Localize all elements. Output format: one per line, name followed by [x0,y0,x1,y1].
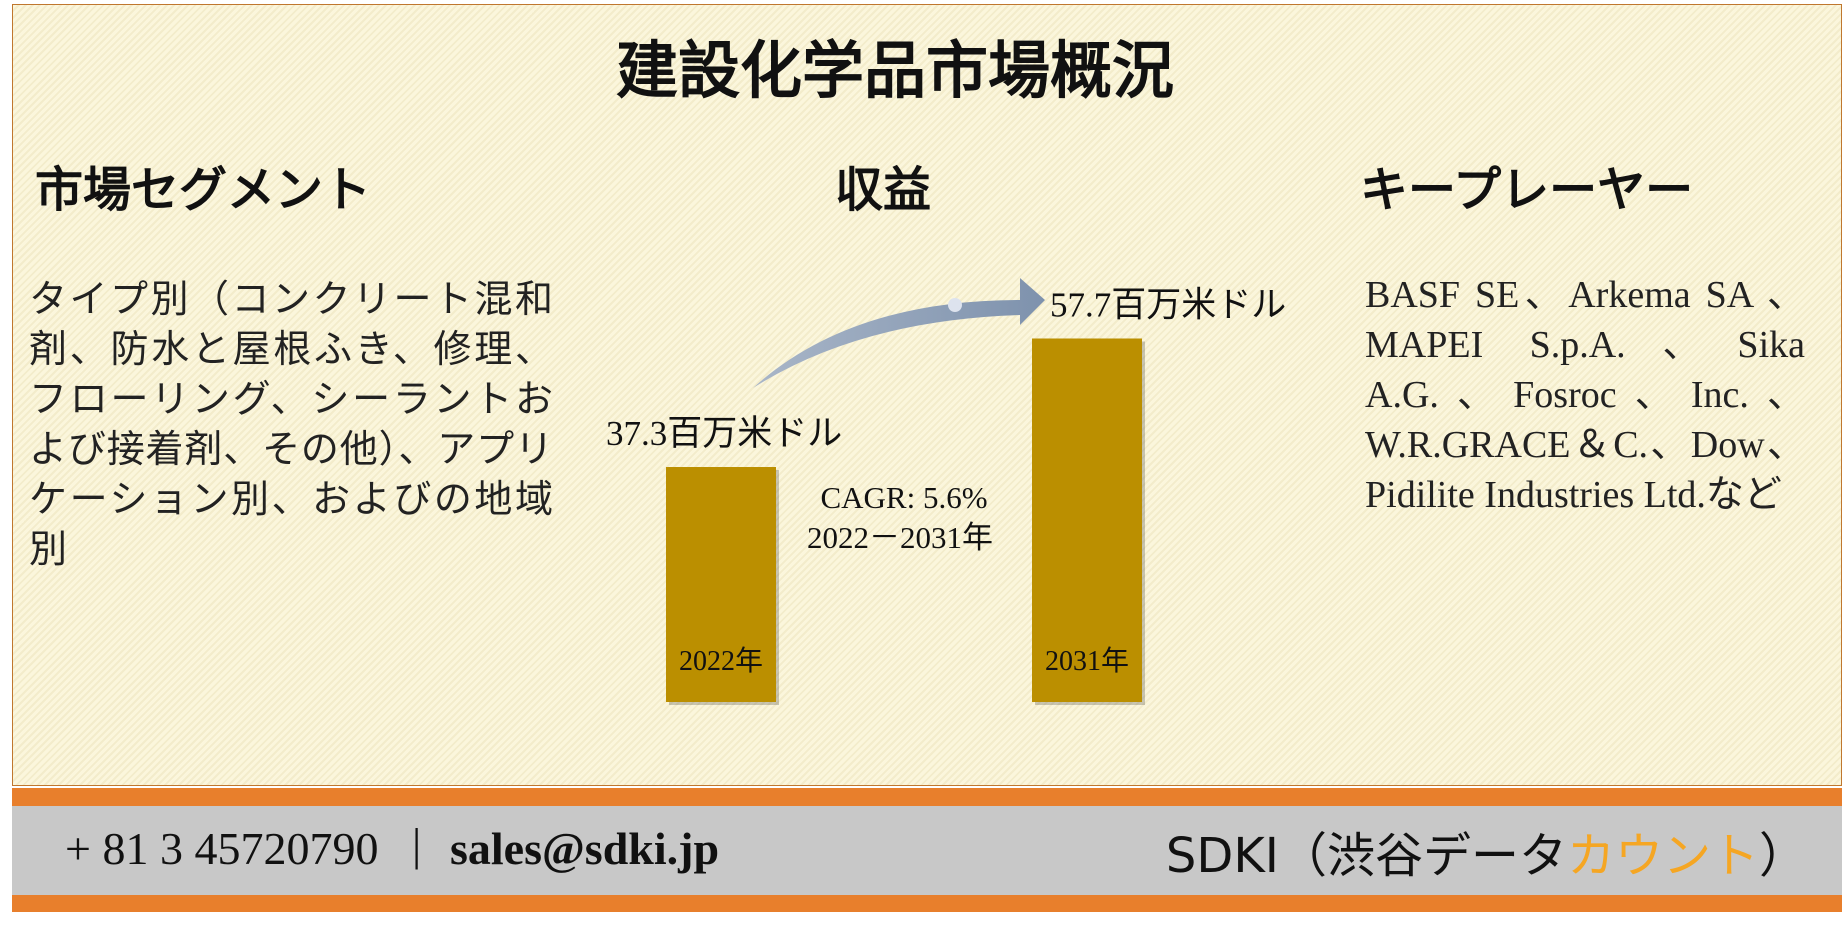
company-name: SDKI（渋谷データ [1165,828,1567,884]
company-end: ） [1758,828,1807,884]
players-text: BASF SE、Arkema SA 、MAPEI S.p.A.、Sika A.G… [1365,274,1805,516]
value-label: 57.7百万米ドル [1050,285,1286,324]
bar-category: 2031年 [1045,645,1129,677]
bar [1032,338,1142,702]
company: SDKI（渋谷データカウント） [1166,816,1807,886]
bar [666,467,776,702]
footer-bar [12,806,1842,895]
phone: + 81 3 45720790 [65,823,379,874]
growth-arrow [753,278,1045,388]
email: sales@sdki.jp [450,823,720,874]
players-heading: キープレーヤー [1360,164,1694,217]
revenue-heading: 収益 [834,164,931,217]
arrow-dot [948,298,962,312]
cagr: CAGR: 5.6% [820,480,987,515]
segments-text: タイプ別（コンクリート混和剤、防水と屋根ふき、修理、フローリング、シーラントおよ… [29,279,553,571]
title: 建設化学品市場概況 [615,38,1174,106]
company-accent: カウント [1566,828,1759,884]
separator: | [412,819,422,870]
panel [12,4,1842,786]
cagr-period: 2022－2031年 [807,520,993,555]
value-label: 37.3百万米ドル [606,414,842,453]
segments-heading: 市場セグメント [35,164,372,217]
bar-category: 2022年 [679,645,763,677]
